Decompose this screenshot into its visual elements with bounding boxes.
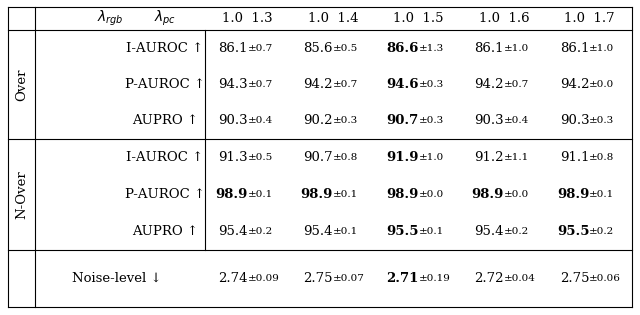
Text: ±0.0: ±0.0 xyxy=(589,80,614,89)
Text: ±0.07: ±0.07 xyxy=(333,274,365,283)
Text: ±1.0: ±1.0 xyxy=(589,44,614,53)
Text: 2.75: 2.75 xyxy=(303,272,333,285)
Text: 98.9: 98.9 xyxy=(472,188,504,201)
Text: ±0.3: ±0.3 xyxy=(589,116,614,125)
Text: 90.3: 90.3 xyxy=(218,114,248,127)
Text: ±0.0: ±0.0 xyxy=(504,190,529,199)
Text: N-Over: N-Over xyxy=(15,170,29,219)
Text: ±0.2: ±0.2 xyxy=(504,227,529,236)
Text: ±0.7: ±0.7 xyxy=(333,80,358,89)
Text: I-AUROC ↑: I-AUROC ↑ xyxy=(126,151,204,164)
Text: 1.0  1.6: 1.0 1.6 xyxy=(479,12,529,25)
Text: ±0.5: ±0.5 xyxy=(248,153,273,162)
Text: 95.4: 95.4 xyxy=(474,225,504,238)
Text: ±0.1: ±0.1 xyxy=(333,190,358,199)
Text: 86.1: 86.1 xyxy=(474,42,504,55)
Text: 94.6: 94.6 xyxy=(386,78,419,91)
Text: ±0.7: ±0.7 xyxy=(504,80,529,89)
Text: 90.3: 90.3 xyxy=(559,114,589,127)
Text: ±0.8: ±0.8 xyxy=(333,153,358,162)
Text: 1.0  1.5: 1.0 1.5 xyxy=(393,12,444,25)
Text: ±0.4: ±0.4 xyxy=(504,116,529,125)
Text: 94.2: 94.2 xyxy=(474,78,504,91)
Text: Over: Over xyxy=(15,68,29,101)
Text: Noise-level ↓: Noise-level ↓ xyxy=(72,272,161,285)
Text: ±0.1: ±0.1 xyxy=(419,227,444,236)
Text: ±1.0: ±1.0 xyxy=(504,44,529,53)
Text: $\lambda_{pc}$: $\lambda_{pc}$ xyxy=(154,9,176,28)
Text: P-AUROC ↑: P-AUROC ↑ xyxy=(125,188,205,201)
Text: ±1.0: ±1.0 xyxy=(419,153,444,162)
Text: 91.9: 91.9 xyxy=(386,151,419,164)
Text: 95.4: 95.4 xyxy=(218,225,248,238)
Text: ±0.04: ±0.04 xyxy=(504,274,536,283)
Text: ±0.09: ±0.09 xyxy=(248,274,280,283)
Text: 2.71: 2.71 xyxy=(386,272,419,285)
Text: ±0.7: ±0.7 xyxy=(248,44,273,53)
Text: 1.0  1.3: 1.0 1.3 xyxy=(222,12,273,25)
Text: ±0.06: ±0.06 xyxy=(589,274,621,283)
Text: 2.74: 2.74 xyxy=(218,272,248,285)
Text: ±0.8: ±0.8 xyxy=(589,153,614,162)
Text: 95.5: 95.5 xyxy=(557,225,589,238)
Text: 98.9: 98.9 xyxy=(301,188,333,201)
Text: 94.3: 94.3 xyxy=(218,78,248,91)
Text: 86.1: 86.1 xyxy=(560,42,589,55)
Text: 91.2: 91.2 xyxy=(474,151,504,164)
Text: 2.72: 2.72 xyxy=(474,272,504,285)
Text: 94.2: 94.2 xyxy=(560,78,589,91)
Text: ±1.1: ±1.1 xyxy=(504,153,529,162)
Text: ±0.4: ±0.4 xyxy=(248,116,273,125)
Text: AUPRO ↑: AUPRO ↑ xyxy=(132,225,198,238)
Text: ±1.3: ±1.3 xyxy=(419,44,444,53)
Text: P-AUROC ↑: P-AUROC ↑ xyxy=(125,78,205,91)
Text: 91.1: 91.1 xyxy=(560,151,589,164)
Text: 95.4: 95.4 xyxy=(303,225,333,238)
Text: 90.7: 90.7 xyxy=(387,114,419,127)
Text: ±0.7: ±0.7 xyxy=(248,80,273,89)
Text: ±0.3: ±0.3 xyxy=(419,80,444,89)
Text: ±0.1: ±0.1 xyxy=(333,227,358,236)
Text: 95.5: 95.5 xyxy=(386,225,419,238)
Text: 90.2: 90.2 xyxy=(303,114,333,127)
Text: 91.3: 91.3 xyxy=(218,151,248,164)
Text: ±0.3: ±0.3 xyxy=(333,116,358,125)
Text: ±0.5: ±0.5 xyxy=(333,44,358,53)
Text: 94.2: 94.2 xyxy=(303,78,333,91)
Text: ±0.2: ±0.2 xyxy=(589,227,614,236)
Text: 85.6: 85.6 xyxy=(303,42,333,55)
Text: ±0.2: ±0.2 xyxy=(248,227,273,236)
Text: 1.0  1.4: 1.0 1.4 xyxy=(308,12,358,25)
Text: 86.1: 86.1 xyxy=(218,42,248,55)
Text: 98.9: 98.9 xyxy=(215,188,248,201)
Text: 1.0  1.7: 1.0 1.7 xyxy=(564,12,614,25)
Text: 98.9: 98.9 xyxy=(557,188,589,201)
Text: ±0.1: ±0.1 xyxy=(248,190,273,199)
Text: ±0.3: ±0.3 xyxy=(419,116,444,125)
Text: I-AUROC ↑: I-AUROC ↑ xyxy=(126,42,204,55)
Text: 98.9: 98.9 xyxy=(386,188,419,201)
Text: 90.7: 90.7 xyxy=(303,151,333,164)
Text: 2.75: 2.75 xyxy=(560,272,589,285)
Text: AUPRO ↑: AUPRO ↑ xyxy=(132,114,198,127)
Text: $\lambda_{rgb}$: $\lambda_{rgb}$ xyxy=(97,9,124,28)
Text: 86.6: 86.6 xyxy=(386,42,419,55)
Text: ±0.0: ±0.0 xyxy=(419,190,444,199)
Text: 90.3: 90.3 xyxy=(474,114,504,127)
Text: ±0.1: ±0.1 xyxy=(589,190,614,199)
Text: ±0.19: ±0.19 xyxy=(419,274,451,283)
